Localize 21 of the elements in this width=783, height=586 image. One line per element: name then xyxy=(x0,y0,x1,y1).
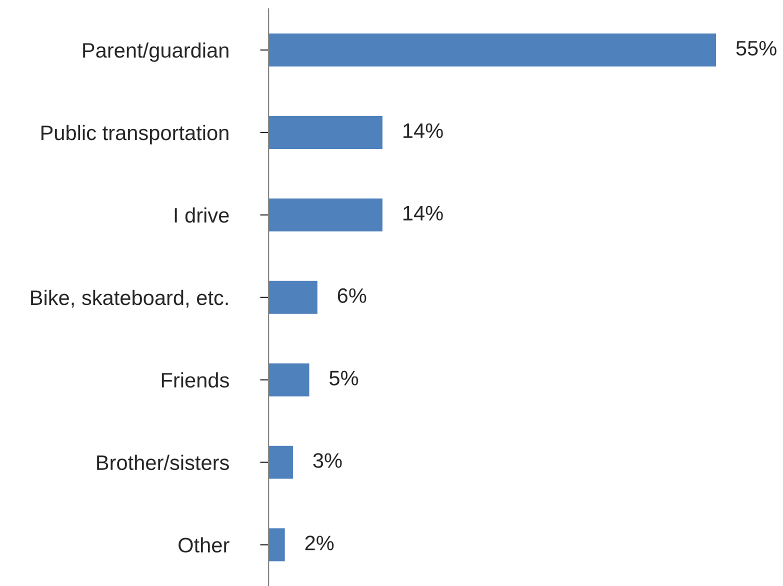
data-label: 3% xyxy=(313,453,342,468)
y-tick-label: Parent/guardian xyxy=(83,42,228,62)
bar xyxy=(268,363,310,396)
bar xyxy=(268,34,716,67)
data-label: 14% xyxy=(403,123,443,138)
data-label: 6% xyxy=(338,288,366,303)
y-tick-label: Other xyxy=(178,537,230,553)
y-tick-label: Friends xyxy=(162,372,229,388)
bar xyxy=(268,198,382,232)
y-tick-label: Public transportation xyxy=(41,124,228,144)
bar xyxy=(268,446,293,479)
bar xyxy=(268,116,382,149)
data-label: 55% xyxy=(736,40,776,56)
bar xyxy=(268,280,318,314)
y-tick-label: I drive xyxy=(174,207,229,223)
y-tick-label: Brother/sisters xyxy=(97,454,229,470)
data-label: 14% xyxy=(403,206,443,220)
bar xyxy=(268,528,285,562)
y-tick-label: Bike, skateboard, etc. xyxy=(31,290,228,308)
data-label: 2% xyxy=(305,536,334,550)
data-label: 5% xyxy=(330,370,358,386)
